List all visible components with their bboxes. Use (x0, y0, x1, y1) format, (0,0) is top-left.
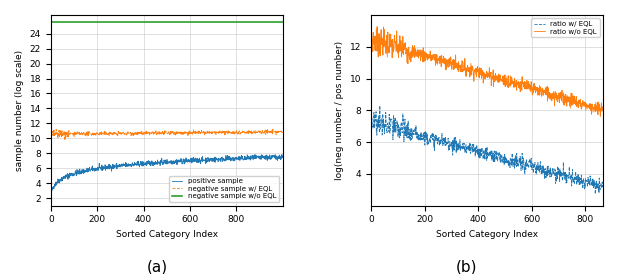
X-axis label: Sorted Category Index: Sorted Category Index (436, 230, 538, 239)
negative sample w/ EQL (150, 130, 157, 134)
Text: (b): (b) (456, 259, 477, 274)
negative sample w/o EQL (70, 21, 78, 24)
ratio w/ EQL (373, 110, 380, 113)
negative sample w/ EQL (269, 128, 276, 131)
Legend: ratio w/ EQL, ratio w/o EQL: ratio w/ EQL, ratio w/o EQL (531, 18, 599, 38)
negative sample w/ EQL (228, 132, 235, 135)
ratio w/o EQL (599, 105, 606, 108)
negative sample w/ EQL (206, 131, 214, 134)
negative sample w/ EQL (61, 139, 69, 142)
ratio w/o EQL (373, 49, 380, 53)
negative sample w/o EQL (206, 21, 214, 24)
positive sample (252, 153, 259, 156)
Legend: positive sample, negative sample w/ EQL, negative sample w/o EQL: positive sample, negative sample w/ EQL,… (169, 176, 279, 202)
ratio w/o EQL (407, 60, 415, 64)
ratio w/o EQL (400, 43, 407, 46)
ratio w/ EQL (591, 192, 599, 196)
negative sample w/ EQL (141, 132, 148, 136)
ratio w/o EQL (596, 115, 604, 118)
positive sample (279, 155, 286, 158)
ratio w/ EQL (367, 130, 375, 133)
Line: negative sample w/ EQL: negative sample w/ EQL (51, 129, 282, 140)
positive sample (206, 158, 214, 162)
Y-axis label: log(neg number / pos number): log(neg number / pos number) (335, 41, 344, 180)
ratio w/o EQL (371, 48, 379, 52)
ratio w/ EQL (371, 112, 379, 116)
negative sample w/ EQL (279, 131, 286, 134)
negative sample w/o EQL (149, 21, 156, 24)
ratio w/o EQL (464, 65, 471, 68)
Y-axis label: sample number (log scale): sample number (log scale) (15, 50, 24, 171)
negative sample w/o EQL (141, 21, 148, 24)
ratio w/o EQL (367, 25, 375, 29)
ratio w/o EQL (373, 25, 381, 28)
Text: (a): (a) (147, 259, 168, 274)
negative sample w/o EQL (47, 21, 54, 24)
negative sample w/o EQL (232, 21, 239, 24)
positive sample (232, 156, 239, 159)
positive sample (228, 156, 235, 159)
positive sample (70, 172, 78, 176)
positive sample (141, 162, 148, 166)
ratio w/o EQL (422, 55, 430, 59)
ratio w/ EQL (464, 145, 471, 149)
negative sample w/o EQL (279, 21, 286, 24)
ratio w/ EQL (376, 104, 384, 107)
ratio w/ EQL (407, 127, 415, 130)
positive sample (149, 161, 156, 164)
Line: ratio w/ EQL: ratio w/ EQL (371, 106, 603, 194)
ratio w/ EQL (599, 184, 606, 187)
ratio w/ EQL (400, 119, 407, 123)
negative sample w/o EQL (228, 21, 235, 24)
ratio w/ EQL (422, 130, 430, 133)
Line: positive sample: positive sample (51, 155, 282, 194)
positive sample (47, 192, 54, 195)
negative sample w/ EQL (47, 129, 54, 133)
X-axis label: Sorted Category Index: Sorted Category Index (116, 230, 218, 239)
negative sample w/ EQL (71, 132, 78, 136)
Line: ratio w/o EQL: ratio w/o EQL (371, 27, 603, 116)
negative sample w/ EQL (232, 130, 240, 133)
